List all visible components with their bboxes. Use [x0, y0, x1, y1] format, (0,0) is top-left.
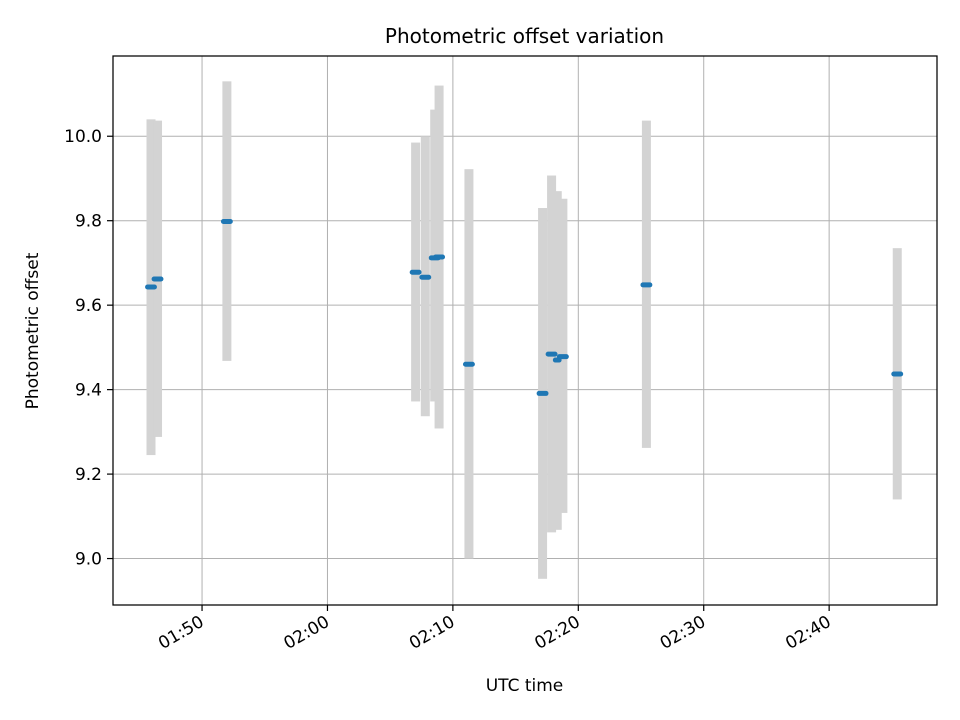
y-tick-label: 9.2: [75, 465, 102, 485]
data-points: [145, 219, 904, 396]
x-axis-title: UTC time: [486, 676, 564, 696]
y-tick-label: 10.0: [64, 127, 102, 147]
plot-frame: [112, 55, 938, 606]
y-axis-title: Photometric offset: [23, 252, 43, 409]
grid: [113, 56, 937, 605]
y-tick-label: 9.4: [75, 381, 102, 401]
y-axis: 9.0 9.2 9.4 9.6 9.8 10.0: [64, 127, 113, 570]
chart-title: Photometric offset variation: [385, 24, 664, 48]
y-tick-label: 9.6: [75, 296, 102, 316]
y-tick-label: 9.0: [75, 550, 102, 570]
y-tick-label: 9.8: [75, 212, 102, 232]
